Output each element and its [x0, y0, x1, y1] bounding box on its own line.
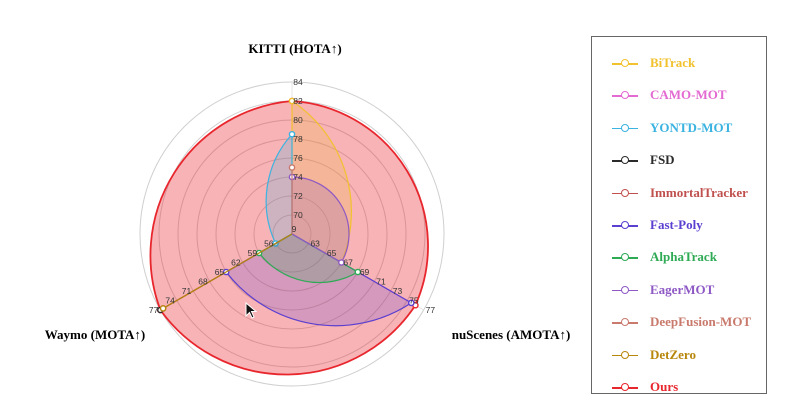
legend-item: ImmortalTracker [592, 184, 768, 204]
tick-label: 74 [165, 296, 175, 306]
tick-label: 70 [293, 210, 303, 220]
legend-label: DetZero [650, 346, 696, 362]
legend-label: Ours [650, 379, 679, 394]
tick-label: 59 [248, 248, 258, 258]
tick-labels: 70 72 74 76 78 80 82 84 63 65 67 69 71 73 75 77 56 59 62 65… [149, 77, 435, 315]
tick-label: 78 [293, 134, 303, 144]
tick-label: 69 [360, 267, 370, 277]
data-point-eagermot [338, 259, 345, 266]
tick-label: 62 [231, 258, 241, 268]
tick-label: 71 [376, 277, 386, 287]
legend-marker-icon [621, 156, 629, 165]
legend-marker-icon [621, 285, 629, 294]
legend-marker-icon [621, 253, 629, 262]
legend-item: Fast-Poly [592, 216, 768, 236]
legend-label: AlphaTrack [650, 249, 717, 265]
legend-label: EagerMOT [650, 281, 715, 297]
legend-item: EagerMOT [592, 281, 768, 301]
mouse-cursor-icon [245, 302, 258, 319]
legend-marker-icon [621, 318, 629, 327]
series-area-bitrack [291, 99, 352, 264]
tick-label: 72 [293, 191, 303, 201]
legend-label: BiTrack [650, 55, 696, 70]
series-areas [149, 97, 429, 376]
tick-label: 80 [293, 115, 303, 125]
legend: BiTrack CAMO-MOT YONTD-MOT FSD ImmortalTrack… [591, 36, 767, 394]
legend-marker-icon [621, 59, 629, 67]
tick-label: 65 [327, 248, 337, 258]
axis-title-waymo: Waymo (MOTA↑) [45, 327, 146, 342]
series-area-alphatrack [258, 233, 360, 284]
legend-marker-icon [621, 383, 629, 391]
axis-title-kitti: KITTI (HOTA↑) [248, 41, 341, 56]
legend-marker-icon [621, 350, 629, 359]
tick-label: 84 [293, 77, 303, 87]
legend-item: FSD [592, 151, 768, 171]
legend-marker-icon [621, 91, 629, 100]
tick-label: 56 [264, 239, 274, 249]
axis-title-nuscenes: nuScenes (AMOTA↑) [452, 327, 571, 342]
data-point-alphatrack [354, 268, 362, 276]
legend-marker-icon [621, 123, 629, 132]
tick-label: 77 [149, 305, 159, 315]
center-label: 9 [292, 224, 297, 234]
series-area-eagermot [291, 176, 350, 264]
legend-label: Fast-Poly [650, 217, 703, 232]
tick-label: 65 [215, 267, 225, 277]
legend-marker-icon [621, 188, 629, 197]
tick-label: 77 [426, 305, 436, 315]
data-point-bitrack [288, 97, 296, 105]
legend-item: Ours [592, 378, 768, 398]
legend-item: YONTD-MOT [592, 119, 768, 139]
tick-label: 73 [393, 286, 403, 296]
legend-label: CAMO-MOT [650, 87, 727, 103]
legend-item: AlphaTrack [592, 248, 768, 268]
series-area-ours [149, 100, 429, 376]
tick-label: 67 [343, 258, 353, 268]
data-point-fast-poly [407, 299, 415, 307]
tick-label: 71 [182, 286, 192, 296]
legend-label: FSD [650, 152, 675, 168]
legend-marker-icon [621, 221, 629, 229]
tick-label: 75 [409, 296, 419, 306]
data-point-detzero [159, 305, 167, 312]
tick-label: 68 [198, 277, 208, 287]
tick-label: 63 [310, 239, 320, 249]
legend-item: BiTrack [592, 54, 768, 74]
tick-label: 76 [293, 153, 303, 163]
legend-label: YONTD-MOT [650, 119, 733, 135]
tick-label: 82 [293, 96, 303, 106]
tick-label: 74 [293, 172, 303, 182]
legend-label: DeepFusion-MOT [650, 314, 752, 330]
legend-label: ImmortalTracker [650, 184, 748, 200]
legend-item: CAMO-MOT [592, 86, 768, 106]
data-point-yontd-mot [288, 130, 296, 138]
data-point-deepfusion-mot [288, 164, 296, 171]
series-area-fast-poly [225, 233, 413, 327]
legend-item: DetZero [592, 346, 768, 366]
legend-item: DeepFusion-MOT [592, 313, 768, 333]
